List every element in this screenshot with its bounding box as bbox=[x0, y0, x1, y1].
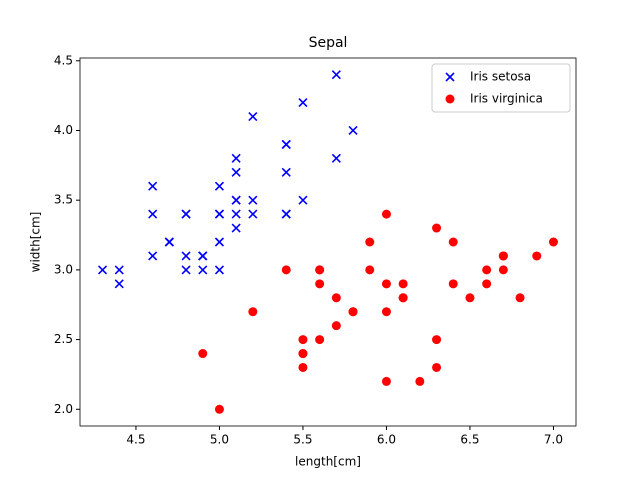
x-axis-label: length[cm] bbox=[295, 455, 361, 469]
point bbox=[498, 251, 508, 261]
point bbox=[448, 279, 458, 289]
point bbox=[281, 209, 291, 219]
point bbox=[415, 376, 425, 386]
point bbox=[381, 209, 391, 219]
y-axis-label: width[cm] bbox=[29, 212, 43, 273]
legend-label: Iris virginica bbox=[470, 92, 543, 106]
legend-marker bbox=[445, 94, 455, 104]
point bbox=[298, 349, 308, 359]
point bbox=[331, 153, 341, 163]
point bbox=[248, 307, 258, 317]
point bbox=[231, 195, 241, 205]
point bbox=[298, 362, 308, 372]
point bbox=[214, 265, 225, 275]
point bbox=[365, 237, 375, 247]
point bbox=[398, 279, 408, 289]
y-tick-label: 4.5 bbox=[54, 53, 73, 67]
point bbox=[498, 265, 508, 275]
point bbox=[214, 237, 225, 247]
point bbox=[381, 307, 391, 317]
point bbox=[381, 279, 391, 289]
point bbox=[348, 125, 358, 136]
point bbox=[231, 153, 241, 163]
x-tick-label: 7.0 bbox=[544, 433, 563, 447]
x-tick-label: 5.5 bbox=[293, 433, 312, 447]
y-tick-label: 4.0 bbox=[54, 123, 73, 137]
point bbox=[231, 167, 241, 177]
point bbox=[248, 111, 258, 122]
point bbox=[198, 349, 208, 359]
point bbox=[365, 265, 375, 275]
point bbox=[164, 237, 174, 247]
point bbox=[114, 279, 124, 289]
y-tick-label: 3.0 bbox=[54, 262, 73, 276]
point bbox=[298, 335, 308, 345]
y-tick-label: 2.5 bbox=[54, 332, 73, 346]
chart-title: Sepal bbox=[309, 35, 348, 51]
point bbox=[181, 209, 191, 219]
point bbox=[532, 251, 542, 261]
point bbox=[198, 265, 208, 275]
point bbox=[381, 376, 391, 386]
point bbox=[248, 195, 258, 205]
point bbox=[114, 265, 124, 275]
point bbox=[148, 181, 158, 191]
x-tick-label: 4.5 bbox=[126, 433, 145, 447]
axes-frame bbox=[79, 57, 577, 427]
point bbox=[281, 265, 291, 275]
point bbox=[448, 237, 458, 247]
point bbox=[231, 209, 241, 219]
legend-marker bbox=[445, 72, 455, 82]
point bbox=[331, 321, 341, 331]
point bbox=[482, 265, 492, 275]
point bbox=[482, 279, 492, 289]
point bbox=[315, 279, 325, 289]
point bbox=[432, 335, 442, 345]
point bbox=[248, 209, 258, 219]
point bbox=[231, 223, 241, 233]
point bbox=[214, 404, 224, 414]
x-tick-label: 6.5 bbox=[460, 433, 479, 447]
point bbox=[465, 293, 475, 303]
point bbox=[281, 139, 291, 149]
point bbox=[97, 265, 108, 275]
point bbox=[515, 293, 525, 303]
y-tick-label: 2.0 bbox=[54, 402, 73, 416]
point bbox=[298, 98, 308, 108]
y-tick-label: 3.5 bbox=[54, 193, 73, 207]
point bbox=[281, 167, 291, 177]
point bbox=[214, 209, 225, 219]
point bbox=[548, 237, 558, 247]
point bbox=[315, 335, 325, 345]
legend-label: Iris setosa bbox=[470, 70, 531, 84]
point bbox=[298, 195, 308, 205]
point bbox=[214, 181, 225, 191]
point bbox=[331, 293, 341, 303]
point bbox=[398, 293, 408, 303]
point bbox=[148, 209, 158, 219]
point bbox=[331, 70, 341, 80]
point bbox=[432, 362, 442, 372]
x-tick-label: 6.0 bbox=[377, 433, 396, 447]
legend-box bbox=[431, 63, 571, 113]
point bbox=[181, 265, 191, 275]
point bbox=[198, 251, 208, 261]
point bbox=[432, 223, 442, 233]
point bbox=[315, 265, 325, 275]
x-tick-label: 5.0 bbox=[210, 433, 229, 447]
point bbox=[181, 251, 191, 261]
point bbox=[348, 307, 358, 317]
point bbox=[148, 251, 158, 261]
